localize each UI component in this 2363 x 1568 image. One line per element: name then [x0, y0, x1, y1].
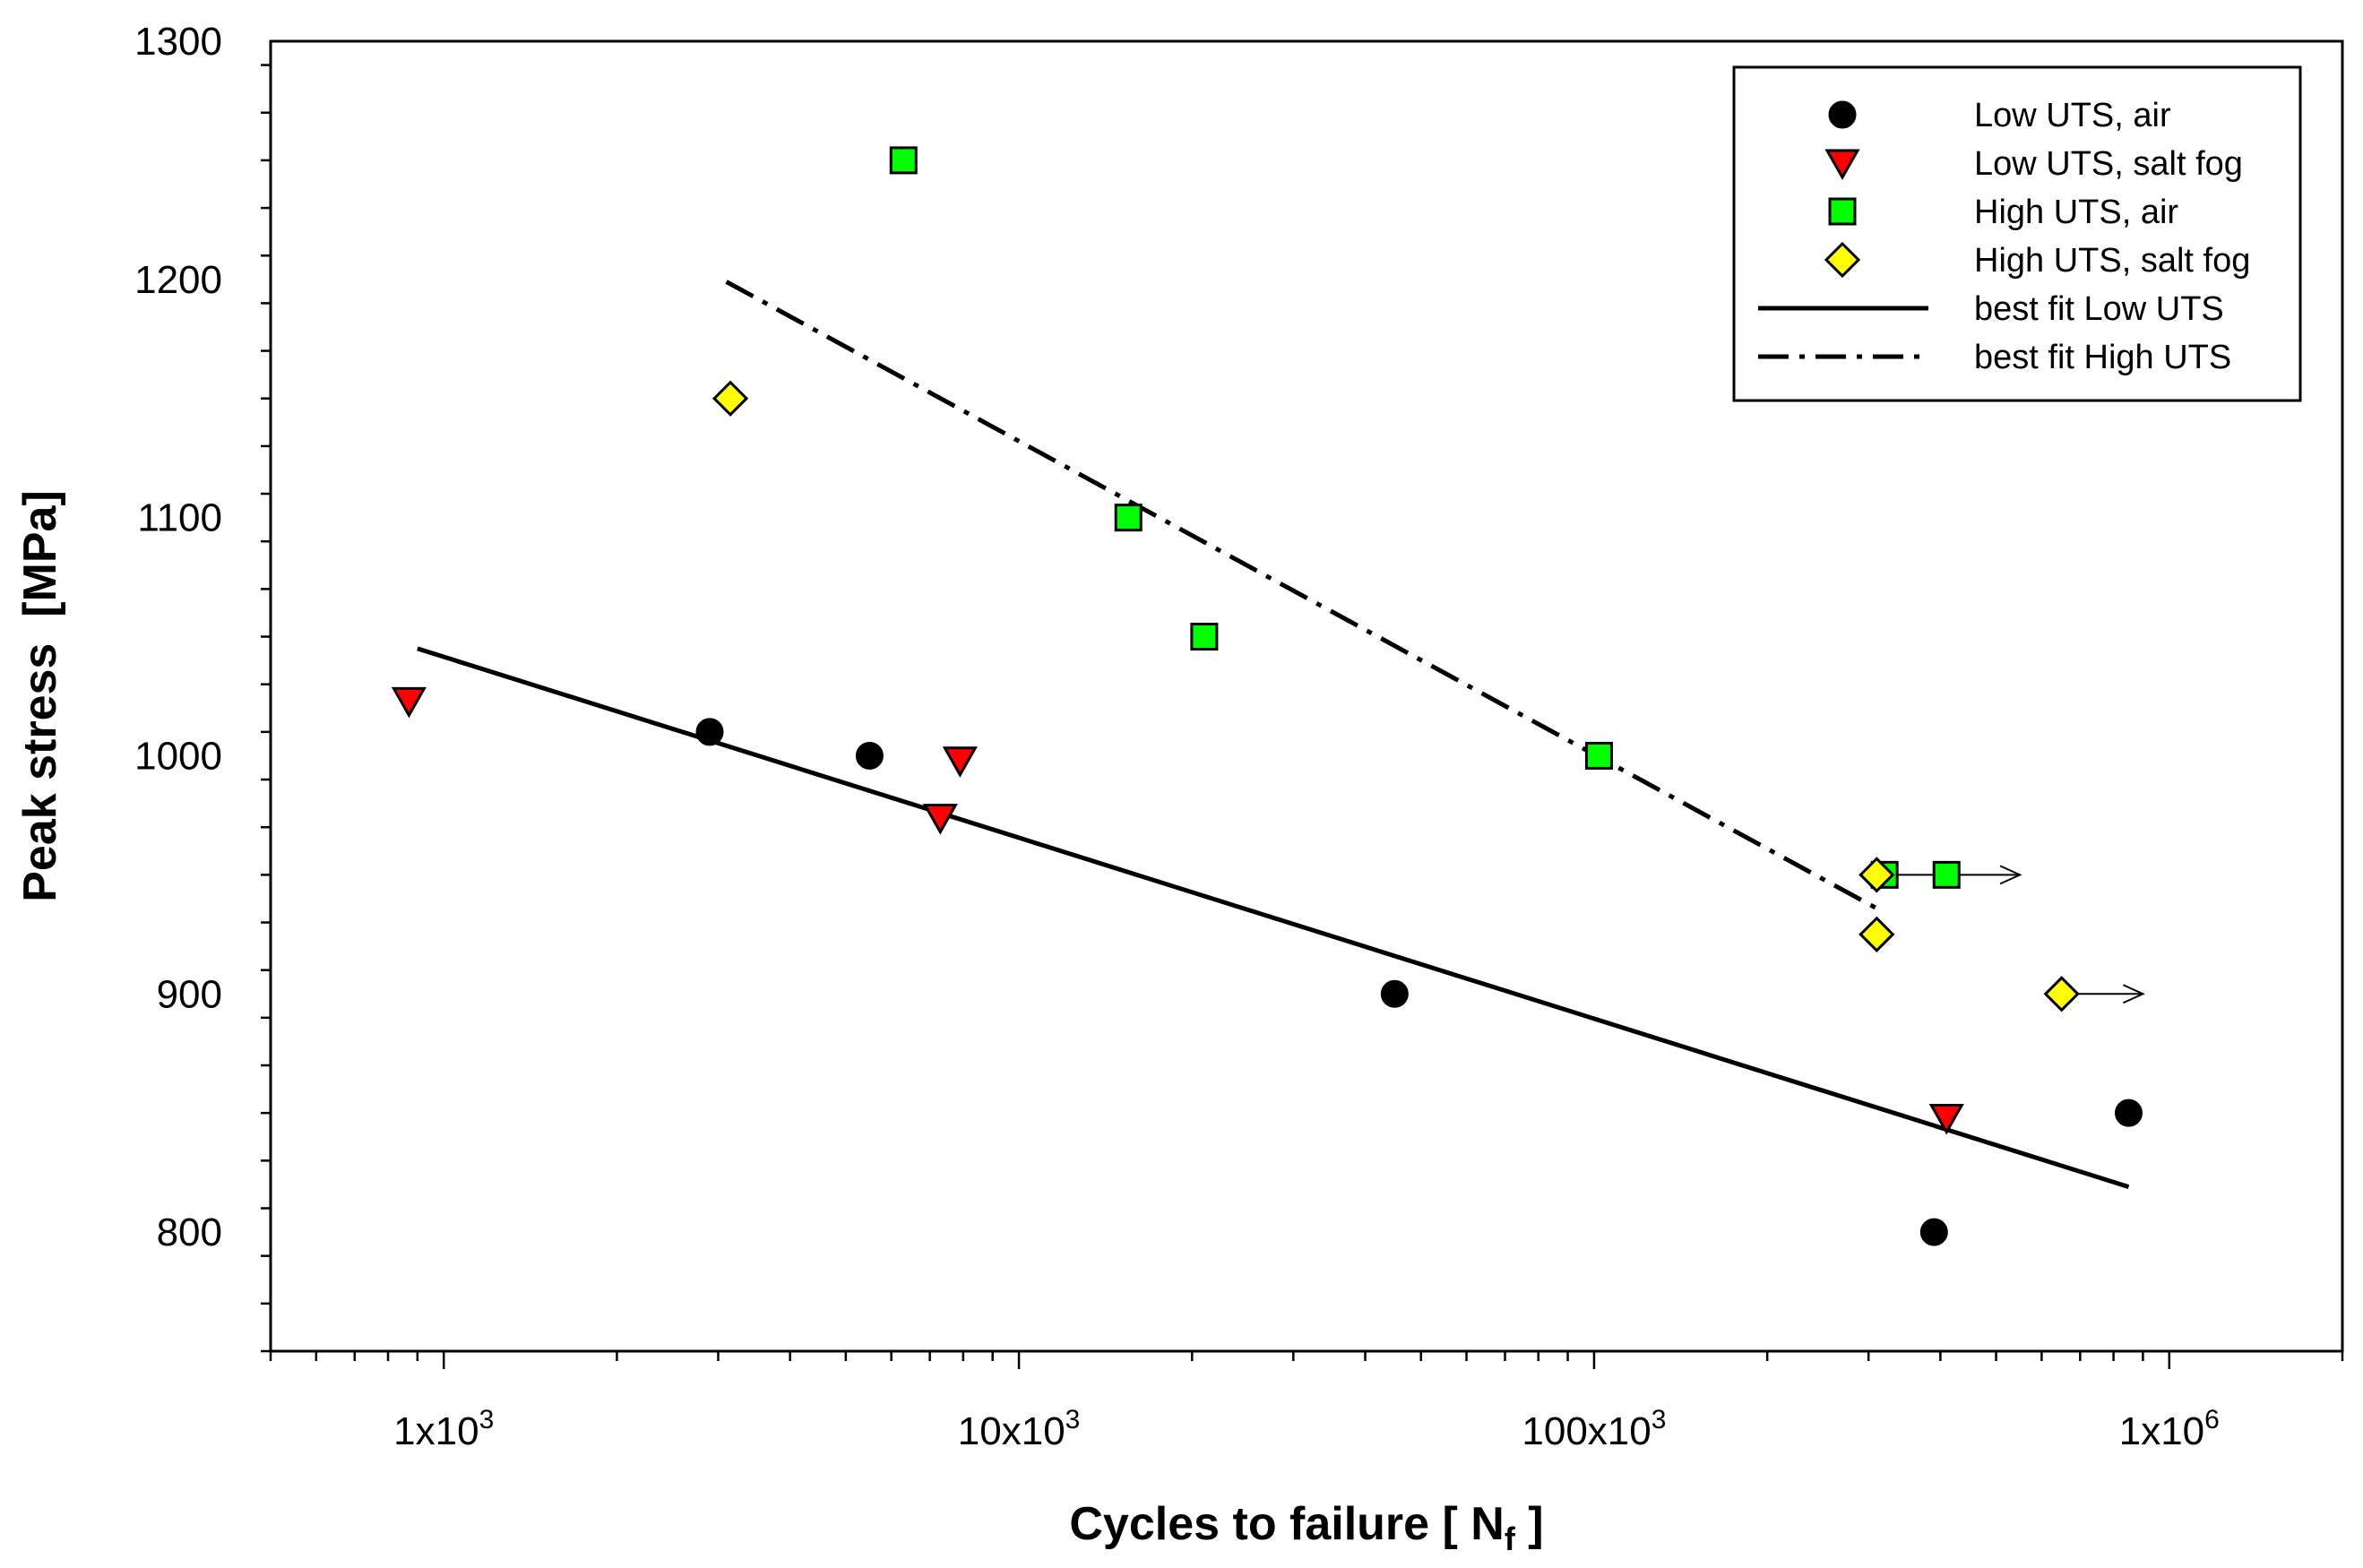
legend-symbol [1824, 149, 1860, 181]
data-point [922, 804, 958, 835]
x-tick-label: 1x103 [393, 1405, 494, 1453]
data-points [391, 146, 2143, 1246]
data-point [1114, 504, 1143, 532]
data-point [1190, 623, 1219, 651]
data-point [1928, 1103, 1964, 1135]
legend: Low UTS, air Low UTS, salt fog High UTS, a… [1732, 65, 2302, 402]
data-point [855, 741, 884, 770]
axis-ticks [261, 64, 2344, 1369]
data-point [1584, 741, 1613, 770]
fit-line [725, 280, 1882, 913]
y-tick-label: 900 [157, 972, 222, 1016]
legend-symbol [1824, 241, 1861, 279]
runout-arrow-head [1999, 865, 2022, 885]
x-tick-label: 10x103 [958, 1405, 1081, 1453]
data-point [391, 686, 427, 719]
data-point [1932, 860, 1961, 889]
legend-label: best fit High UTS [1974, 339, 2231, 376]
x-tick-label: 100x103 [1522, 1405, 1666, 1453]
y-tick-label: 1200 [134, 258, 222, 302]
legend-label: High UTS, air [1974, 194, 2178, 231]
y-tick-label: 1000 [134, 734, 222, 778]
data-point [711, 380, 749, 417]
x-tick-labels: 1x103 10x103 100x103 1x106 [393, 1405, 2220, 1453]
x-tick-label: 1x106 [2119, 1405, 2220, 1453]
y-axis-title: Peak stress [MPa] [14, 490, 66, 902]
legend-box [1732, 65, 2302, 402]
legend-symbol [1828, 197, 1857, 226]
y-tick-label: 1100 [137, 496, 222, 540]
plot-frame [269, 39, 2344, 1353]
data-point [1919, 1218, 1948, 1246]
legend-label: Low UTS, salt fog [1974, 145, 2243, 183]
data-point [1858, 916, 1895, 952]
data-point [2043, 976, 2080, 1012]
runout-arrows [1892, 865, 2145, 1004]
data-point [889, 146, 918, 175]
data-point [695, 718, 724, 746]
y-tick-label: 1300 [134, 20, 222, 64]
data-point [1380, 979, 1409, 1008]
data-point [942, 746, 978, 778]
x-axis-title: Cycles to failure [ Nf ] [1069, 1498, 1543, 1557]
legend-label: High UTS, salt fog [1974, 242, 2250, 280]
y-tick-labels: 800 900 1000 1100 1200 1300 [134, 20, 222, 1254]
fit-lines [417, 280, 2130, 1189]
legend-label: Low UTS, air [1974, 97, 2171, 134]
fit-line [417, 646, 2130, 1189]
data-point [2114, 1098, 2143, 1127]
legend-label: best fit Low UTS [1974, 290, 2224, 328]
data-point [1858, 857, 1895, 893]
y-tick-label: 800 [157, 1210, 222, 1254]
runout-arrow-head [2122, 984, 2145, 1004]
legend-symbol [1828, 100, 1857, 129]
